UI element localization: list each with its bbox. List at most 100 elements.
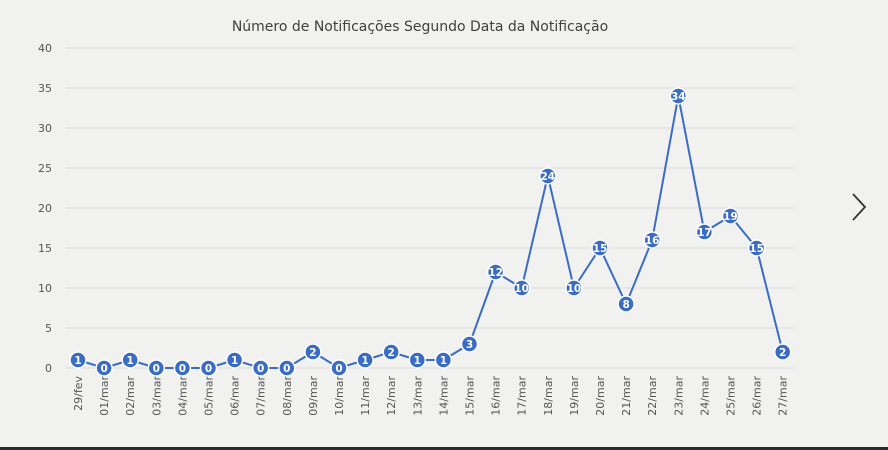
x-tick-label: 23/mar xyxy=(672,376,685,416)
data-point-marker xyxy=(330,359,348,377)
y-tick-label: 30 xyxy=(38,122,52,135)
data-label: 1 xyxy=(74,355,81,367)
x-tick-label: 01/mar xyxy=(98,376,111,416)
data-point-marker xyxy=(643,231,661,249)
x-tick-label: 10/mar xyxy=(333,376,346,416)
x-tick-label: 15/mar xyxy=(464,376,477,416)
data-label: 0 xyxy=(335,363,342,375)
data-point: 1 xyxy=(121,351,139,369)
data-label: 12 xyxy=(488,267,503,279)
grid-layer xyxy=(66,47,796,369)
data-label: 2 xyxy=(309,347,316,359)
y-tick-label: 0 xyxy=(45,362,52,375)
data-point-marker xyxy=(251,359,270,377)
x-tick-label: 19/mar xyxy=(568,376,581,416)
data-point: 34 xyxy=(669,87,688,105)
x-tick-label: 27/mar xyxy=(777,376,790,416)
chevron-right-icon[interactable] xyxy=(845,190,871,224)
data-point: 0 xyxy=(330,359,348,377)
data-point: 10 xyxy=(512,279,531,297)
y-tick-label: 20 xyxy=(38,202,52,215)
chart-title: Número de Notificações Segundo Data da N… xyxy=(231,19,609,35)
series-line-layer xyxy=(77,95,784,369)
data-point-marker xyxy=(460,335,479,353)
x-tick-label: 29/fev xyxy=(72,376,85,411)
data-point-marker xyxy=(747,239,766,257)
data-point: 12 xyxy=(486,263,505,281)
y-tick-label: 40 xyxy=(38,42,52,55)
data-point: 17 xyxy=(695,223,714,241)
data-label: 0 xyxy=(257,363,264,375)
data-point-marker xyxy=(278,359,296,377)
data-label: 10 xyxy=(514,283,529,295)
data-point: 19 xyxy=(721,207,740,225)
x-tick-label: 11/mar xyxy=(359,376,372,416)
x-tick-label: 22/mar xyxy=(646,376,659,416)
data-label: 1 xyxy=(440,355,447,367)
data-point: 0 xyxy=(147,359,166,377)
data-point-marker xyxy=(225,351,244,369)
data-label: 1 xyxy=(231,355,238,367)
data-point-marker xyxy=(95,359,113,377)
x-tick-label: 05/mar xyxy=(203,376,216,416)
data-label: 15 xyxy=(593,243,608,255)
y-tick-label: 35 xyxy=(38,82,52,95)
x-tick-label: 16/mar xyxy=(490,376,503,416)
x-tick-label: 02/mar xyxy=(124,376,137,416)
data-point-marker xyxy=(773,343,792,361)
data-point: 2 xyxy=(382,343,400,361)
data-point: 2 xyxy=(773,343,792,361)
data-point-marker xyxy=(695,223,714,241)
data-point: 15 xyxy=(747,239,766,257)
data-label: 3 xyxy=(466,339,473,351)
data-point-marker xyxy=(669,87,688,105)
data-label: 0 xyxy=(100,363,107,375)
data-point-marker xyxy=(721,207,740,225)
data-point-marker xyxy=(408,351,427,369)
data-point-marker xyxy=(617,295,635,313)
data-label: 0 xyxy=(205,363,212,375)
data-point-marker xyxy=(591,239,609,257)
data-point: 1 xyxy=(69,351,87,369)
data-point-marker xyxy=(304,343,322,361)
data-point: 1 xyxy=(434,351,453,369)
data-point: 3 xyxy=(460,335,479,353)
x-tick-label: 09/mar xyxy=(307,376,320,416)
data-point-marker xyxy=(69,351,87,369)
data-point-marker xyxy=(173,359,192,377)
data-label: 0 xyxy=(153,363,160,375)
series-line xyxy=(77,95,784,369)
data-point: 0 xyxy=(95,359,113,377)
x-tick-label: 21/mar xyxy=(620,376,633,416)
data-point: 8 xyxy=(617,295,635,313)
data-point: 15 xyxy=(591,239,609,257)
data-label: 24 xyxy=(540,171,555,183)
x-axis: 29/fev 01/mar 02/mar 03/mar 04/mar 05/mar 06/m… xyxy=(72,376,790,416)
data-point-marker xyxy=(434,351,453,369)
data-point-marker xyxy=(147,359,166,377)
x-tick-label: 12/mar xyxy=(385,376,398,416)
y-axis: 0 5 10 15 20 25 30 35 40 xyxy=(38,42,52,375)
data-label: 0 xyxy=(283,363,290,375)
data-point-marker xyxy=(382,343,400,361)
data-label: 8 xyxy=(622,299,629,311)
x-tick-label: 08/mar xyxy=(281,376,294,416)
data-label: 1 xyxy=(361,355,368,367)
data-label: 10 xyxy=(567,283,582,295)
x-tick-label: 24/mar xyxy=(698,376,711,416)
x-tick-label: 20/mar xyxy=(594,376,607,416)
bottom-bar xyxy=(0,447,888,450)
data-point: 0 xyxy=(251,359,270,377)
data-label: 2 xyxy=(388,347,395,359)
x-tick-label: 18/mar xyxy=(542,376,555,416)
y-tick-label: 10 xyxy=(38,282,52,295)
x-tick-label: 17/mar xyxy=(516,376,529,416)
data-label: 34 xyxy=(671,91,686,103)
data-label: 17 xyxy=(697,227,712,239)
data-label: 16 xyxy=(645,235,660,247)
data-label: 1 xyxy=(414,355,421,367)
data-point: 10 xyxy=(565,279,583,297)
x-tick-label: 26/mar xyxy=(751,376,764,416)
